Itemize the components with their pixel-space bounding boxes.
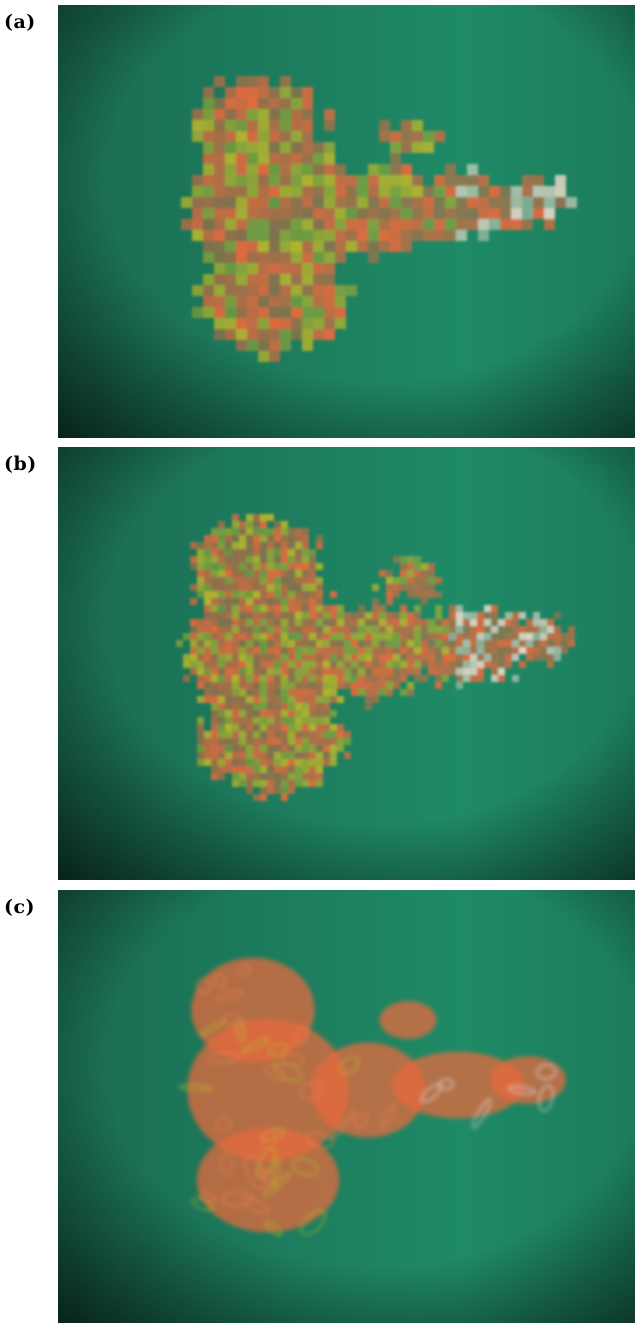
panel-label: (b): [4, 453, 37, 475]
panel-label: (a): [4, 11, 36, 33]
plume-render: [58, 5, 635, 438]
figure-panel-b: (b): [0, 447, 640, 881]
volume-render-image: [58, 890, 635, 1323]
figure-panel-a: (a): [0, 5, 640, 439]
figure-panel-c: (c): [0, 890, 640, 1324]
plume-render: [58, 890, 635, 1323]
volume-render-image: [58, 5, 635, 438]
panel-label: (c): [4, 896, 36, 918]
volume-render-image: [58, 447, 635, 880]
plume-render: [58, 447, 635, 880]
